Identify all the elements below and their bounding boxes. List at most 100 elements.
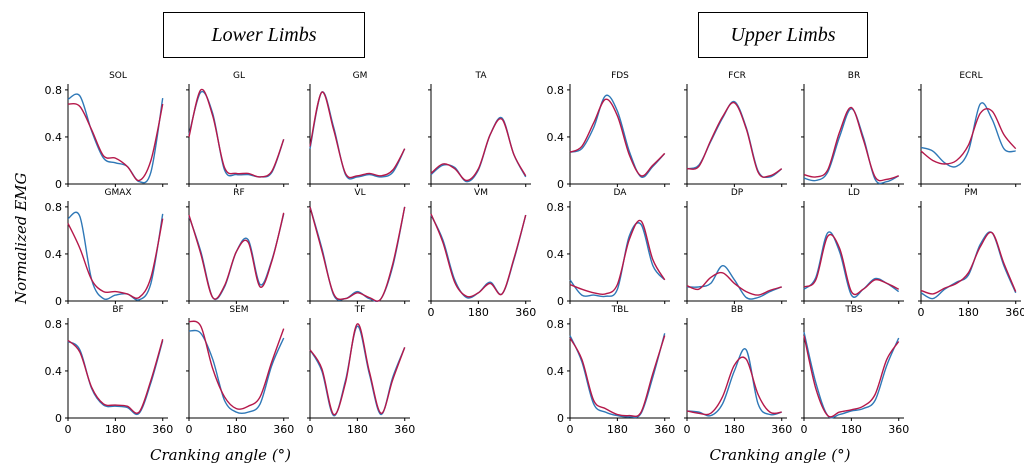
panel-title-da: DA: [614, 188, 628, 198]
x-tick-label-tbs-1: 180: [841, 423, 862, 436]
series-a-line-da: [569, 222, 666, 298]
x-tick-label-tf-0: 0: [307, 423, 314, 436]
upper-limbs-header: Upper Limbs: [698, 12, 868, 58]
series-a-line-ecrl: [920, 102, 1016, 168]
x-axis-label-lower: Cranking angle (°): [150, 446, 292, 464]
x-tick-label-tf-1: 180: [347, 423, 368, 436]
series-a-line-bb: [686, 348, 782, 417]
y-tick-label-tbl-1: 0.4: [547, 365, 565, 378]
y-tick-label-da-1: 0.4: [547, 248, 565, 261]
series-b-line-fcr: [686, 101, 783, 178]
series-a-line-bf: [67, 340, 164, 415]
y-tick-label-fds-2: 0.8: [547, 84, 565, 97]
x-axis-label-upper: Cranking angle (°): [709, 446, 851, 464]
panel-title-br: BR: [848, 71, 860, 81]
panel-title-vl: VL: [354, 188, 365, 198]
panel-title-dp: DP: [731, 188, 744, 198]
x-tick-label-sem-2: 360: [273, 423, 294, 436]
series-a-line-ld: [803, 231, 900, 298]
x-tick-label-bb-1: 180: [724, 423, 745, 436]
series-a-line-vm: [430, 214, 527, 299]
panel-title-ld: LD: [848, 188, 860, 198]
y-tick-label-gmax-2: 0.8: [45, 201, 63, 214]
y-tick-label-gmax-1: 0.4: [45, 248, 63, 261]
series-b-line-rf: [188, 212, 285, 300]
series-a-line-pm: [920, 231, 1017, 300]
series-a-line-fds: [569, 94, 666, 179]
panel-title-sol: SOL: [109, 71, 127, 81]
panel-title-bf: BF: [112, 305, 123, 315]
series-a-line-fcr: [686, 100, 783, 179]
series-b-line-ta: [430, 117, 527, 182]
x-tick-label-bf-2: 360: [152, 423, 173, 436]
x-tick-label-vm-0: 0: [428, 306, 435, 319]
panel-title-rf: RF: [233, 188, 244, 198]
series-a-line-tf: [309, 325, 406, 417]
series-a-line-vl: [309, 206, 406, 303]
series-a-line-gmax: [67, 211, 164, 301]
y-tick-label-da-0: 0: [557, 295, 564, 308]
x-tick-label-sem-1: 180: [226, 423, 247, 436]
series-b-line-ld: [803, 233, 900, 296]
series-b-line-sem: [188, 320, 285, 410]
series-b-line-da: [569, 219, 666, 296]
panel-title-sem: SEM: [229, 305, 248, 315]
y-tick-label-gmax-0: 0: [55, 295, 62, 308]
y-tick-label-sol-0: 0: [55, 178, 62, 191]
panel-title-tbl: TBL: [611, 305, 629, 315]
series-b-line-fds: [569, 98, 666, 177]
series-a-line-gl: [188, 90, 285, 178]
series-a-line-tbl: [569, 333, 666, 419]
series-b-line-br: [803, 106, 899, 182]
series-b-line-tbl: [569, 335, 666, 418]
y-tick-label-sol-2: 0.8: [45, 84, 63, 97]
series-b-line-sol: [67, 103, 164, 182]
x-tick-label-tbl-1: 180: [607, 423, 628, 436]
series-a-line-sol: [67, 93, 164, 184]
panel-title-ta: TA: [475, 71, 488, 81]
y-tick-label-fds-0: 0: [557, 178, 564, 191]
panel-title-bb: BB: [731, 305, 743, 315]
panel-title-vm: VM: [474, 188, 488, 198]
x-tick-label-bf-0: 0: [65, 423, 72, 436]
panel-title-fds: FDS: [611, 71, 629, 81]
y-tick-label-bf-1: 0.4: [45, 365, 63, 378]
series-b-line-gm: [309, 91, 406, 179]
x-tick-label-tbl-0: 0: [567, 423, 574, 436]
panel-title-ecrl: ECRL: [959, 71, 982, 81]
series-b-line-ecrl: [920, 108, 1017, 165]
series-b-line-gmax: [67, 218, 164, 299]
series-b-line-bf: [67, 339, 164, 414]
series-b-line-bb: [686, 356, 782, 416]
panel-title-gl: GL: [233, 71, 245, 81]
y-tick-label-bf-2: 0.8: [45, 318, 63, 331]
y-tick-label-sol-1: 0.4: [45, 131, 63, 144]
series-b-line-tbs: [803, 335, 900, 418]
series-b-line-vl: [309, 206, 406, 302]
x-tick-label-sem-0: 0: [186, 423, 193, 436]
x-tick-label-pm-1: 180: [958, 306, 979, 319]
y-tick-label-tbl-0: 0: [557, 412, 564, 425]
lower-limbs-header: Lower Limbs: [163, 12, 365, 58]
x-tick-label-pm-0: 0: [918, 306, 925, 319]
x-tick-label-pm-2: 360: [1005, 306, 1024, 319]
panel-title-fcr: FCR: [728, 71, 746, 81]
series-b-line-pm: [920, 231, 1017, 295]
x-tick-label-tf-2: 360: [394, 423, 415, 436]
y-tick-label-bf-0: 0: [55, 412, 62, 425]
y-tick-label-da-2: 0.8: [547, 201, 565, 214]
x-tick-label-tbs-0: 0: [801, 423, 808, 436]
x-tick-label-bb-2: 360: [771, 423, 792, 436]
series-a-line-sem: [188, 329, 285, 415]
series-b-line-gl: [188, 88, 285, 178]
x-tick-label-vm-1: 180: [468, 306, 489, 319]
series-a-line-dp: [686, 265, 782, 300]
x-tick-label-bf-1: 180: [105, 423, 126, 436]
panel-title-tbs: TBS: [844, 305, 863, 315]
series-a-line-tbs: [803, 331, 900, 419]
panel-title-gmax: GMAX: [104, 188, 131, 198]
series-b-line-vm: [430, 213, 527, 298]
series-a-line-br: [803, 107, 900, 185]
panel-title-gm: GM: [353, 71, 368, 81]
